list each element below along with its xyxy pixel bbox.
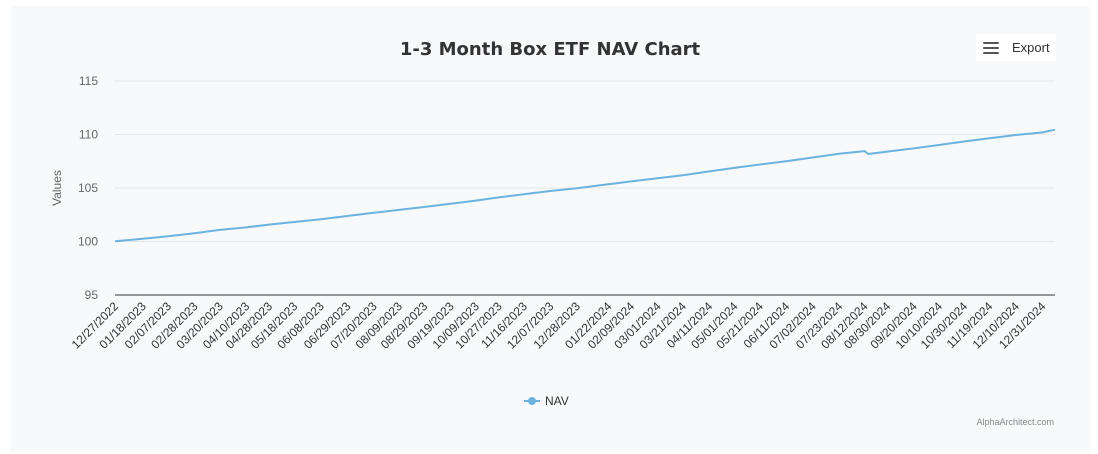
menu-icon bbox=[983, 42, 999, 55]
y-tick-label: 110 bbox=[79, 128, 98, 142]
y-tick-labels: 95 100 105 110 115 bbox=[78, 74, 98, 302]
export-label: Export bbox=[1012, 40, 1050, 55]
y-tick-label: 115 bbox=[79, 74, 98, 88]
y-tick-label: 95 bbox=[85, 288, 99, 302]
credits-text: AlphaArchitect.com bbox=[976, 417, 1054, 427]
x-tick-labels: 12/27/202201/18/202302/07/202302/28/2023… bbox=[69, 299, 1049, 352]
y-axis-label: Values bbox=[50, 170, 64, 206]
legend-marker-nav bbox=[528, 397, 536, 405]
chart-card bbox=[10, 6, 1090, 452]
export-button[interactable]: Export bbox=[976, 34, 1056, 61]
legend-label-nav[interactable]: NAV bbox=[545, 394, 569, 408]
series-line-nav[interactable] bbox=[114, 128, 1056, 243]
y-tick-label: 105 bbox=[78, 181, 98, 195]
legend[interactable]: NAV bbox=[524, 394, 569, 408]
series-group bbox=[114, 128, 1056, 243]
y-tick-label: 100 bbox=[78, 235, 98, 249]
chart-title: 1-3 Month Box ETF NAV Chart bbox=[400, 39, 701, 60]
